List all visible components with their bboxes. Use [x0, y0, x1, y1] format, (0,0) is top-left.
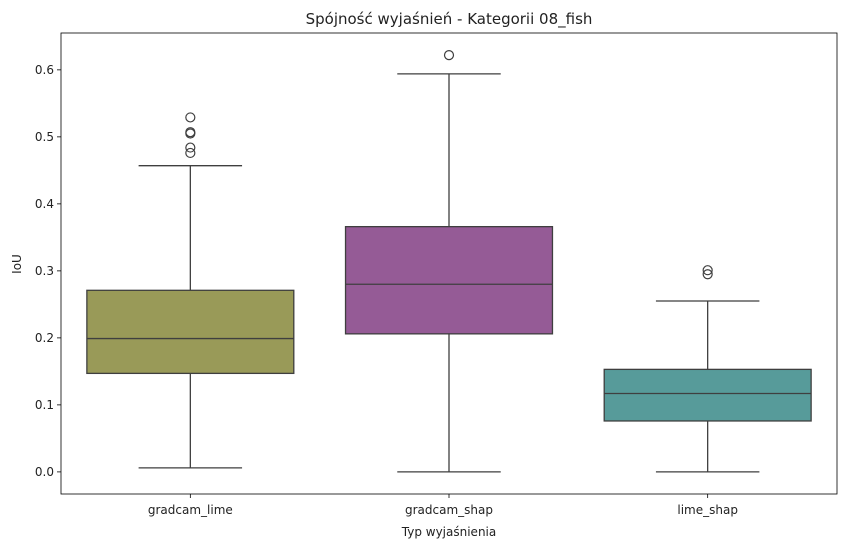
outlier-point — [185, 147, 196, 159]
y-tick-label: 0.5 — [35, 130, 54, 144]
plot-frame — [60, 32, 838, 495]
box-iqr — [344, 225, 554, 335]
y-tick-label: 0.6 — [35, 63, 54, 77]
x-tick-label: lime_shap — [677, 503, 738, 517]
x-tick-label: gradcam_lime — [148, 503, 233, 517]
y-axis-label: IoU — [10, 254, 24, 274]
y-tick-label: 0.2 — [35, 331, 54, 345]
outlier-point — [185, 127, 196, 138]
box-iqr — [86, 289, 295, 375]
outlier-point — [185, 142, 196, 153]
y-tick-label: 0.4 — [35, 197, 54, 211]
plot-area: 0.0 0.1 0.2 0.3 0.4 0.5 0.6 gradcam_lime gradcam… — [35, 50, 812, 517]
box-iqr — [603, 368, 812, 422]
outlier-point — [702, 265, 713, 276]
outlier-point — [185, 112, 196, 123]
y-tick-label: 0.0 — [35, 465, 54, 479]
x-axis-label: Typ wyjaśnienia — [401, 525, 496, 539]
y-tick-label: 0.3 — [35, 264, 54, 278]
outlier-point — [443, 50, 455, 61]
x-tick-label: gradcam_shap — [405, 503, 493, 517]
chart-title: Spójność wyjaśnień - Kategorii 08_fish — [306, 10, 593, 29]
y-tick-label: 0.1 — [35, 398, 54, 412]
outlier-point — [702, 269, 713, 280]
